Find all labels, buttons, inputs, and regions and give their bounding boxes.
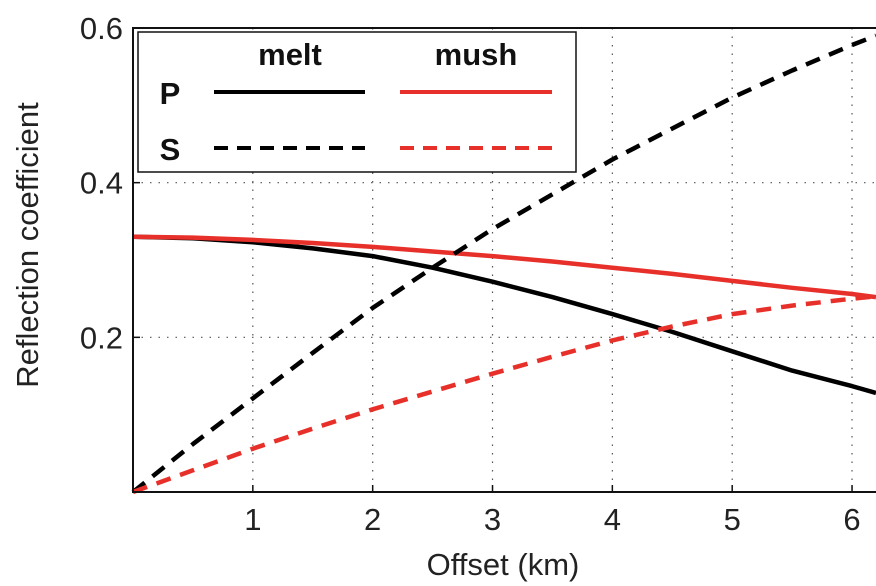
x-axis-label: Offset (km): [427, 547, 580, 582]
y-axis-ticks: 0.2 0.4 0.6: [80, 11, 140, 355]
legend-row-s: S: [160, 132, 181, 167]
legend-header-mush: mush: [435, 37, 518, 72]
series-line-s-mush: [132, 294, 876, 495]
y-tick-label: 0.2: [80, 320, 123, 355]
y-tick-label: 0.4: [80, 166, 123, 201]
series-line-p-melt: [132, 234, 876, 396]
legend: melt mush P S: [137, 31, 577, 173]
x-tick-label: 5: [724, 502, 741, 537]
y-axis-label: Reflection coefficient: [10, 102, 45, 388]
x-tick-label: 6: [843, 502, 860, 537]
x-tick-label: 3: [484, 502, 501, 537]
y-tick-label: 0.6: [80, 11, 123, 46]
legend-row-p: P: [160, 76, 181, 111]
x-tick-label: 2: [364, 502, 381, 537]
x-tick-label: 1: [244, 502, 261, 537]
series-line-p-mush: [132, 234, 876, 300]
x-axis-ticks: 1 2 3 4 5 6: [244, 485, 861, 537]
series-lines: [131, 33, 876, 495]
legend-header-melt: melt: [258, 37, 322, 72]
series-line-s-melt: [131, 33, 876, 494]
plot-frame: [132, 27, 876, 493]
x-tick-label: 4: [604, 502, 621, 537]
